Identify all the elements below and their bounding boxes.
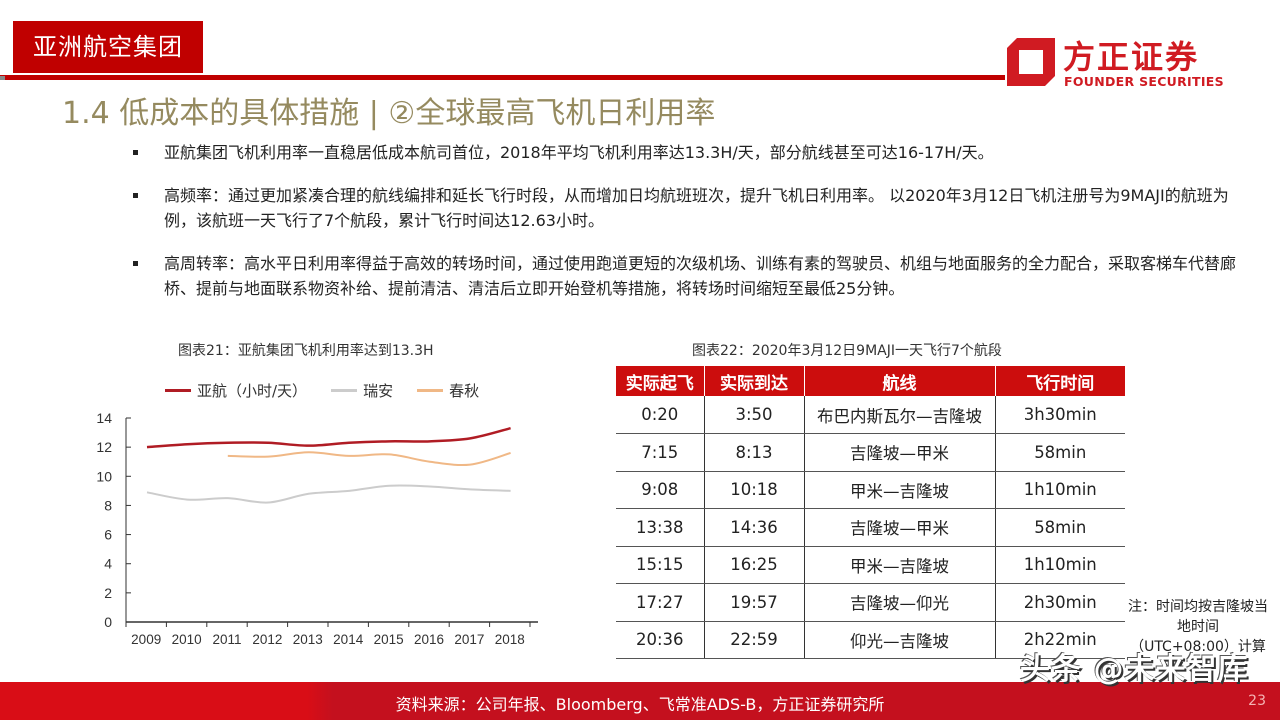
- departure-cell: 17:27: [616, 583, 705, 622]
- flight-segments-table: 实际起飞 实际到达 航线 飞行时间 0:20 3:50 布巴内斯瓦尔—吉隆坡 3h30…: [616, 366, 1125, 659]
- svg-text:2011: 2011: [212, 632, 241, 647]
- route-cell: 仰光—吉隆坡: [804, 621, 996, 659]
- logo-mark-icon: [1007, 38, 1055, 86]
- watermark: 头条 @未来智库: [1020, 652, 1249, 687]
- legend-label: 瑞安: [363, 382, 394, 400]
- col-header-arrival: 实际到达: [704, 366, 805, 396]
- departure-cell: 13:38: [616, 508, 705, 547]
- svg-text:0: 0: [104, 614, 112, 630]
- page-title: 1.4 低成本的具体措施 | ②全球最高飞机日利用率: [62, 96, 716, 131]
- svg-text:2018: 2018: [495, 632, 525, 647]
- svg-text:2012: 2012: [252, 632, 282, 647]
- logo-text-cn: 方正证券: [1063, 38, 1200, 76]
- arrival-cell: 8:13: [704, 433, 805, 472]
- table-row: 9:08 10:18 甲米—吉隆坡 1h10min: [616, 471, 1125, 509]
- table-row: 17:27 19:57 吉隆坡—仰光 2h30min: [616, 583, 1125, 622]
- header-rule: [0, 75, 1005, 80]
- duration-cell: 58min: [995, 508, 1125, 547]
- header-rule-accent: [0, 76, 5, 80]
- chart-title: 图表21：亚航集团飞机利用率达到13.3H: [178, 343, 434, 359]
- route-cell: 吉隆坡—仰光: [804, 583, 996, 622]
- series-line: [146, 426, 511, 449]
- svg-text:2: 2: [104, 585, 112, 601]
- table-title: 图表22：2020年3月12日9MAJI一天飞行7个航段: [692, 343, 1002, 359]
- legend-label: 春秋: [449, 382, 480, 400]
- svg-text:2009: 2009: [131, 632, 161, 647]
- route-cell: 吉隆坡—甲米: [804, 508, 996, 547]
- route-cell: 甲米—吉隆坡: [804, 546, 996, 584]
- table-note: 注：时间均按吉隆坡当地时间（UTC+08:00）计算: [1128, 599, 1268, 655]
- svg-text:14: 14: [96, 410, 112, 426]
- page-number: 23: [1248, 693, 1266, 709]
- series-line: [227, 451, 511, 467]
- section-tab: 亚洲航空集团: [13, 21, 203, 73]
- legend-item-ryanair: 瑞安: [331, 380, 393, 401]
- departure-cell: 7:15: [616, 433, 705, 472]
- svg-text:2014: 2014: [333, 632, 364, 647]
- duration-cell: 1h10min: [995, 471, 1125, 509]
- route-cell: 吉隆坡—甲米: [804, 433, 996, 472]
- legend-swatch: [417, 389, 444, 392]
- arrival-cell: 16:25: [704, 546, 805, 584]
- source-text: 资料来源：公司年报、Bloomberg、飞常准ADS-B，方正证券研究所: [395, 695, 885, 714]
- duration-cell: 58min: [995, 433, 1125, 472]
- svg-text:2015: 2015: [374, 632, 404, 647]
- departure-cell: 0:20: [616, 396, 705, 434]
- bullet-item: 亚航集团飞机利用率一直稳居低成本航司首位，2018年平均飞机利用率达13.3H/…: [130, 140, 1240, 165]
- duration-cell: 2h22min: [995, 621, 1125, 659]
- arrival-cell: 3:50: [704, 396, 805, 434]
- legend-label: 亚航（小时/天）: [197, 382, 308, 400]
- bullet-list: 亚航集团飞机利用率一直稳居低成本航司首位，2018年平均飞机利用率达13.3H/…: [130, 140, 1240, 319]
- table-row: 15:15 16:25 甲米—吉隆坡 1h10min: [616, 546, 1125, 584]
- bullet-item: 高周转率：高水平日利用率得益于高效的转场时间，通过使用跑道更短的次级机场、训练有…: [130, 251, 1240, 301]
- legend-item-airasia: 亚航（小时/天）: [165, 380, 307, 401]
- svg-text:8: 8: [104, 497, 112, 513]
- departure-cell: 9:08: [616, 471, 705, 509]
- arrival-cell: 14:36: [704, 508, 805, 547]
- logo-text-en: FOUNDER SECURITIES: [1064, 74, 1224, 89]
- table-row: 7:15 8:13 吉隆坡—甲米 58min: [616, 433, 1125, 472]
- route-cell: 甲米—吉隆坡: [804, 471, 996, 509]
- svg-text:4: 4: [104, 556, 112, 572]
- founder-securities-logo: 方正证券 FOUNDER SECURITIES: [1005, 30, 1225, 92]
- svg-text:2010: 2010: [172, 632, 202, 647]
- departure-cell: 20:36: [616, 621, 705, 659]
- duration-cell: 2h30min: [995, 583, 1125, 622]
- departure-cell: 15:15: [616, 546, 705, 584]
- svg-text:12: 12: [96, 439, 112, 455]
- legend-item-spring: 春秋: [417, 380, 479, 401]
- arrival-cell: 22:59: [704, 621, 805, 659]
- series-line: [146, 484, 511, 504]
- svg-text:2016: 2016: [414, 632, 444, 647]
- table-header-row: 实际起飞 实际到达 航线 飞行时间: [616, 366, 1125, 396]
- legend-swatch: [331, 389, 358, 392]
- duration-cell: 3h30min: [995, 396, 1125, 434]
- arrival-cell: 19:57: [704, 583, 805, 622]
- col-header-duration: 飞行时间: [995, 366, 1125, 396]
- chart-legend: 亚航（小时/天） 瑞安 春秋: [165, 380, 479, 401]
- route-cell: 布巴内斯瓦尔—吉隆坡: [804, 396, 996, 434]
- table-row: 13:38 14:36 吉隆坡—甲米 58min: [616, 508, 1125, 547]
- col-header-departure: 实际起飞: [616, 366, 705, 396]
- duration-cell: 1h10min: [995, 546, 1125, 584]
- svg-text:2013: 2013: [293, 632, 323, 647]
- svg-text:2017: 2017: [454, 632, 484, 647]
- table-row: 20:36 22:59 仰光—吉隆坡 2h22min: [616, 621, 1125, 659]
- arrival-cell: 10:18: [704, 471, 805, 509]
- col-header-route: 航线: [804, 366, 996, 396]
- utilization-line-chart: 0 2 4 6 8 10 12 14 2009 2010 2011 2012 2013 2014 2015 2…: [96, 410, 538, 647]
- bullet-item: 高频率：通过更加紧凑合理的航线编排和延长飞行时段，从而增加日均航班班次，提升飞机…: [130, 183, 1240, 233]
- svg-text:10: 10: [96, 468, 112, 484]
- svg-text:6: 6: [104, 527, 112, 543]
- table-row: 0:20 3:50 布巴内斯瓦尔—吉隆坡 3h30min: [616, 396, 1125, 434]
- legend-swatch: [165, 389, 191, 392]
- footer-bar: 资料来源：公司年报、Bloomberg、飞常准ADS-B，方正证券研究所 23: [0, 682, 1280, 720]
